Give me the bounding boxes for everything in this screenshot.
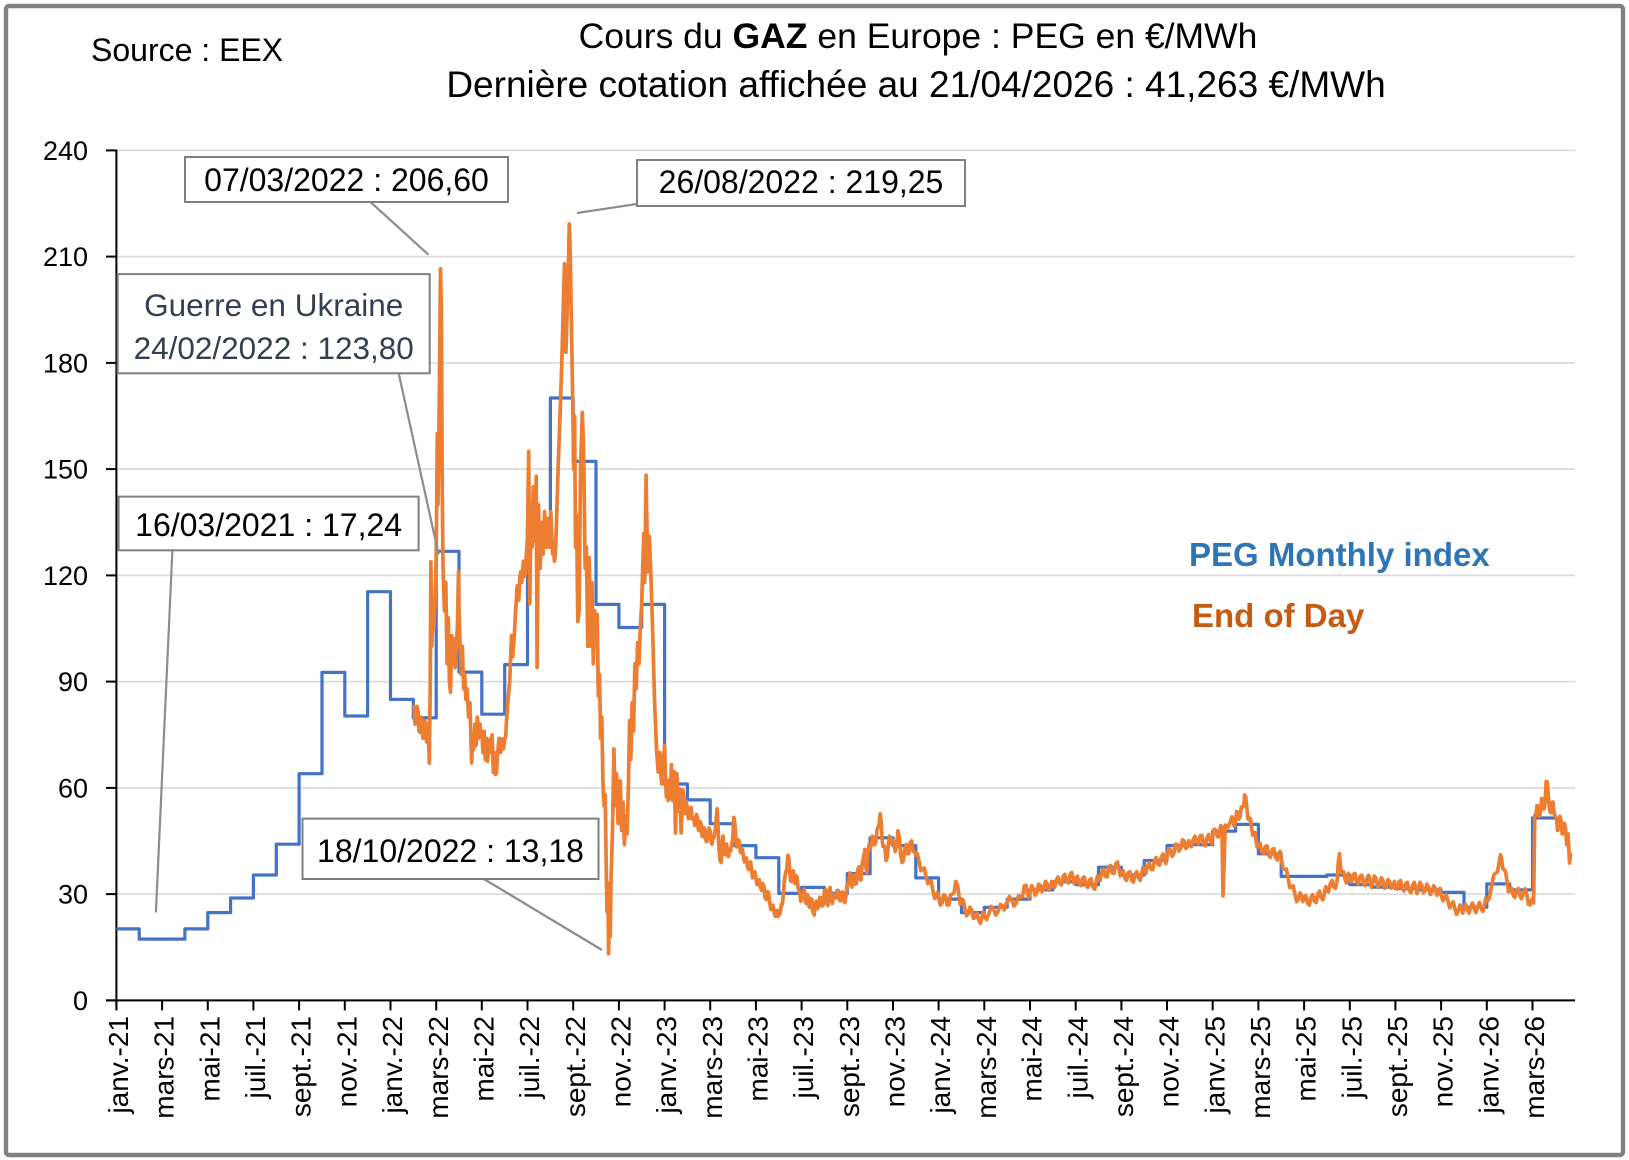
svg-text:juil.-21: juil.-21	[240, 1016, 271, 1099]
svg-text:30: 30	[58, 880, 88, 910]
svg-text:janv.-24: janv.-24	[925, 1016, 956, 1115]
svg-text:sept.-24: sept.-24	[1108, 1016, 1139, 1117]
svg-text:180: 180	[43, 348, 88, 378]
svg-text:sept.-22: sept.-22	[560, 1016, 591, 1117]
svg-text:60: 60	[58, 773, 88, 803]
svg-text:sept.-21: sept.-21	[286, 1016, 317, 1117]
svg-text:janv.-25: janv.-25	[1199, 1016, 1230, 1115]
svg-text:janv.-26: janv.-26	[1473, 1016, 1504, 1115]
svg-text:Dernière cotation affichée au: Dernière cotation affichée au 21/04/2026…	[446, 64, 1385, 105]
svg-text:150: 150	[43, 455, 88, 485]
svg-text:juil.-22: juil.-22	[514, 1016, 545, 1099]
svg-text:0: 0	[73, 986, 88, 1016]
svg-text:mars-21: mars-21	[149, 1016, 180, 1119]
svg-text:16/03/2021 : 17,24: 16/03/2021 : 17,24	[135, 507, 402, 543]
svg-text:juil.-23: juil.-23	[788, 1016, 819, 1099]
svg-text:janv.-21: janv.-21	[103, 1016, 134, 1115]
svg-text:24/02/2022 : 123,80: 24/02/2022 : 123,80	[134, 330, 414, 366]
svg-text:mai-23: mai-23	[743, 1016, 774, 1102]
svg-text:240: 240	[43, 136, 88, 166]
svg-text:nov.-22: nov.-22	[606, 1016, 637, 1107]
svg-text:mars-26: mars-26	[1519, 1016, 1550, 1119]
svg-text:sept.-25: sept.-25	[1382, 1016, 1413, 1117]
svg-text:End of Day: End of Day	[1192, 597, 1365, 634]
svg-text:mai-21: mai-21	[194, 1016, 225, 1102]
svg-text:mai-24: mai-24	[1017, 1016, 1048, 1102]
svg-text:nov.-24: nov.-24	[1154, 1016, 1185, 1107]
svg-text:90: 90	[58, 667, 88, 697]
svg-text:mai-25: mai-25	[1291, 1016, 1322, 1102]
svg-text:18/10/2022 : 13,18: 18/10/2022 : 13,18	[317, 833, 584, 869]
svg-text:26/08/2022 : 219,25: 26/08/2022 : 219,25	[659, 164, 944, 200]
svg-text:PEG Monthly index: PEG Monthly index	[1189, 536, 1490, 573]
svg-text:mai-22: mai-22	[468, 1016, 499, 1102]
svg-text:mars-22: mars-22	[423, 1016, 454, 1119]
svg-text:juil.-24: juil.-24	[1062, 1016, 1093, 1099]
svg-text:120: 120	[43, 561, 88, 591]
svg-text:mars-25: mars-25	[1245, 1016, 1276, 1119]
svg-text:nov.-23: nov.-23	[880, 1016, 911, 1107]
svg-text:juil.-25: juil.-25	[1336, 1016, 1367, 1099]
svg-text:Source : EEX: Source : EEX	[91, 32, 283, 68]
svg-text:nov.-21: nov.-21	[331, 1016, 362, 1107]
svg-text:Cours du GAZ en Europe : PEG e: Cours du GAZ en Europe : PEG en €/MWh	[579, 16, 1258, 56]
svg-text:mars-24: mars-24	[971, 1016, 1002, 1119]
svg-text:210: 210	[43, 242, 88, 272]
svg-text:janv.-22: janv.-22	[377, 1016, 408, 1115]
svg-text:07/03/2022 : 206,60: 07/03/2022 : 206,60	[204, 162, 489, 198]
svg-text:sept.-23: sept.-23	[834, 1016, 865, 1117]
svg-text:mars-23: mars-23	[697, 1016, 728, 1119]
svg-text:janv.-23: janv.-23	[651, 1016, 682, 1115]
svg-text:Guerre en Ukraine: Guerre en Ukraine	[144, 287, 403, 323]
svg-text:nov.-25: nov.-25	[1428, 1016, 1459, 1107]
